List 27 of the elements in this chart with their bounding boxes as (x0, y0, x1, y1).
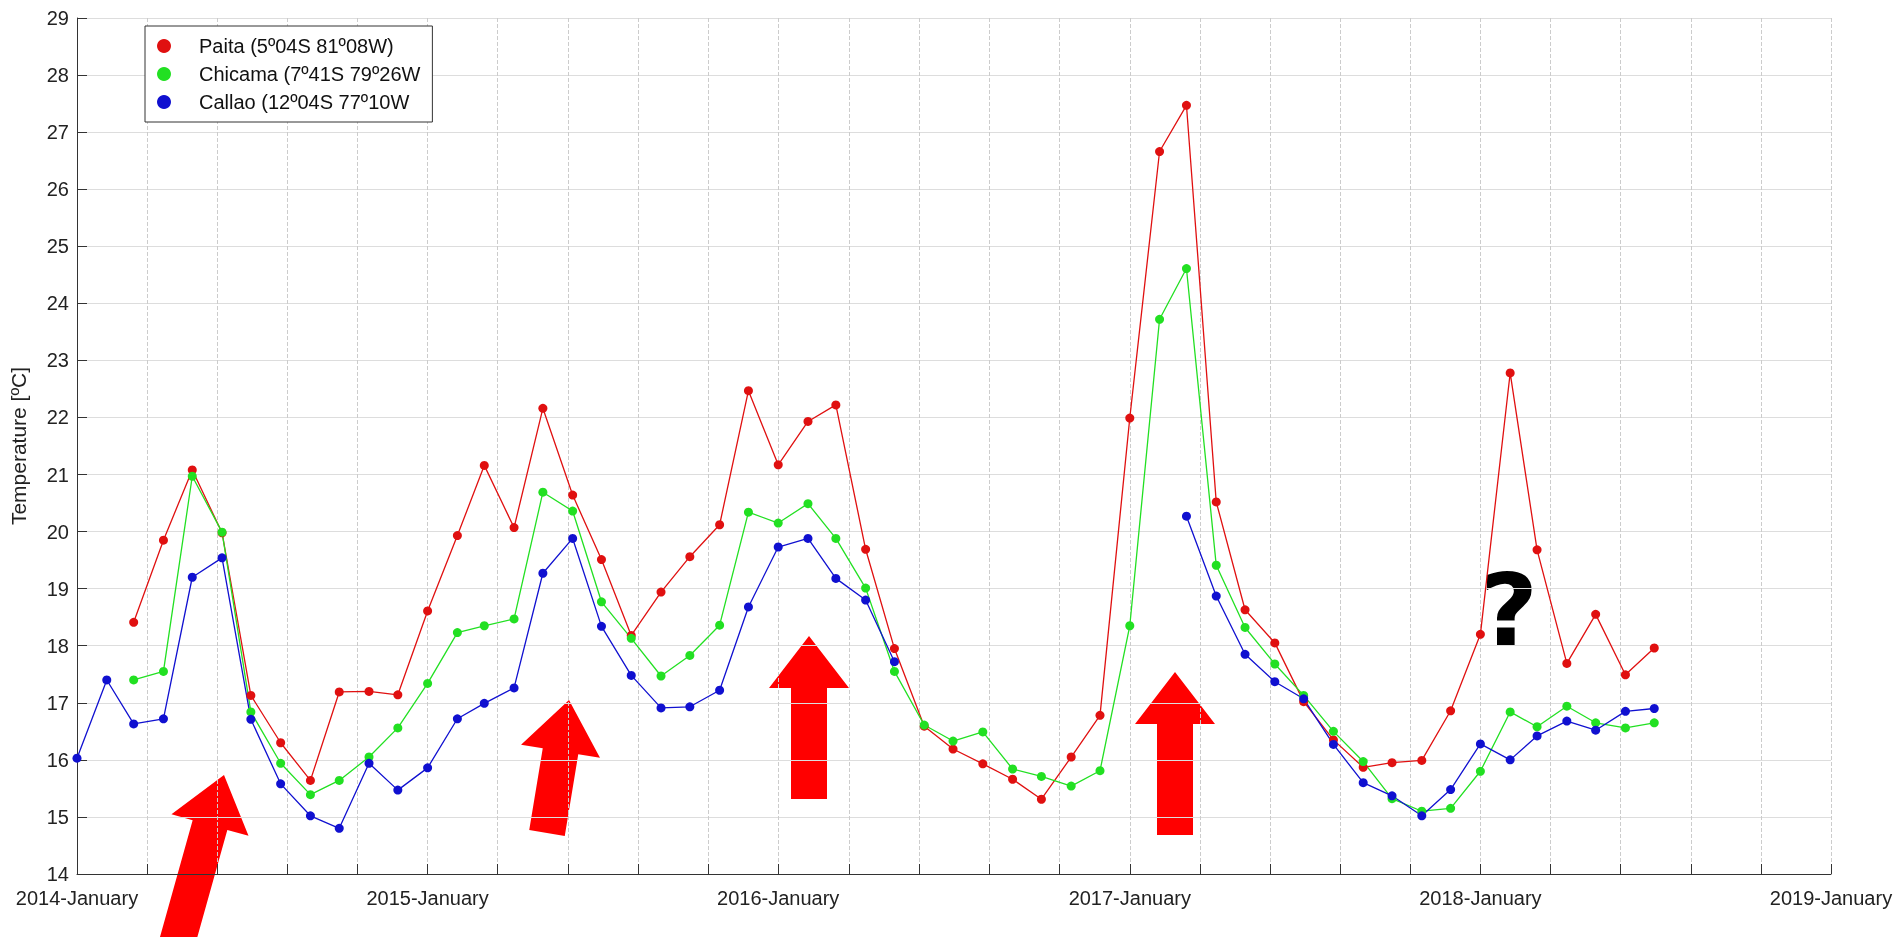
x-tick-label: 2018-January (1419, 887, 1542, 909)
y-axis-title: Temperature [ºC] (7, 366, 30, 526)
y-tick-label: 23 (46, 349, 69, 372)
x-tick-label: 2017-January (1068, 887, 1191, 909)
x-tick-label: 2016-January (717, 887, 840, 909)
y-tick-label: 25 (46, 235, 69, 258)
legend-label: Paita (5º04S 81º08W) (199, 35, 394, 57)
y-tick-label: 27 (46, 121, 69, 144)
y-tick-label: 26 (46, 178, 69, 201)
annotation: ? (1480, 551, 1539, 669)
legend-label: Chicama (7º41S 79º26W (199, 63, 421, 85)
y-tick-label: 28 (46, 64, 69, 87)
x-tick-label: 2015-January (366, 887, 489, 909)
y-tick-label: 22 (46, 406, 69, 429)
y-tick-label: 19 (46, 577, 69, 600)
y-tick-label: 16 (46, 748, 69, 771)
x-tick-label: 2014-January (15, 887, 139, 909)
y-tick-label: 29 (46, 7, 69, 29)
y-tick-label: 14 (46, 863, 69, 885)
y-tick-label: 15 (46, 805, 69, 828)
y-tick-label: 20 (46, 520, 69, 543)
y-tick-label: 18 (46, 634, 69, 657)
y-tick-label: 21 (46, 463, 69, 486)
legend-label: Callao (12º04S 77º10W (199, 91, 410, 113)
y-tick-label: 24 (46, 292, 69, 315)
x-tick-label: 2019-January (1769, 887, 1893, 909)
y-tick-label: 17 (46, 691, 69, 714)
